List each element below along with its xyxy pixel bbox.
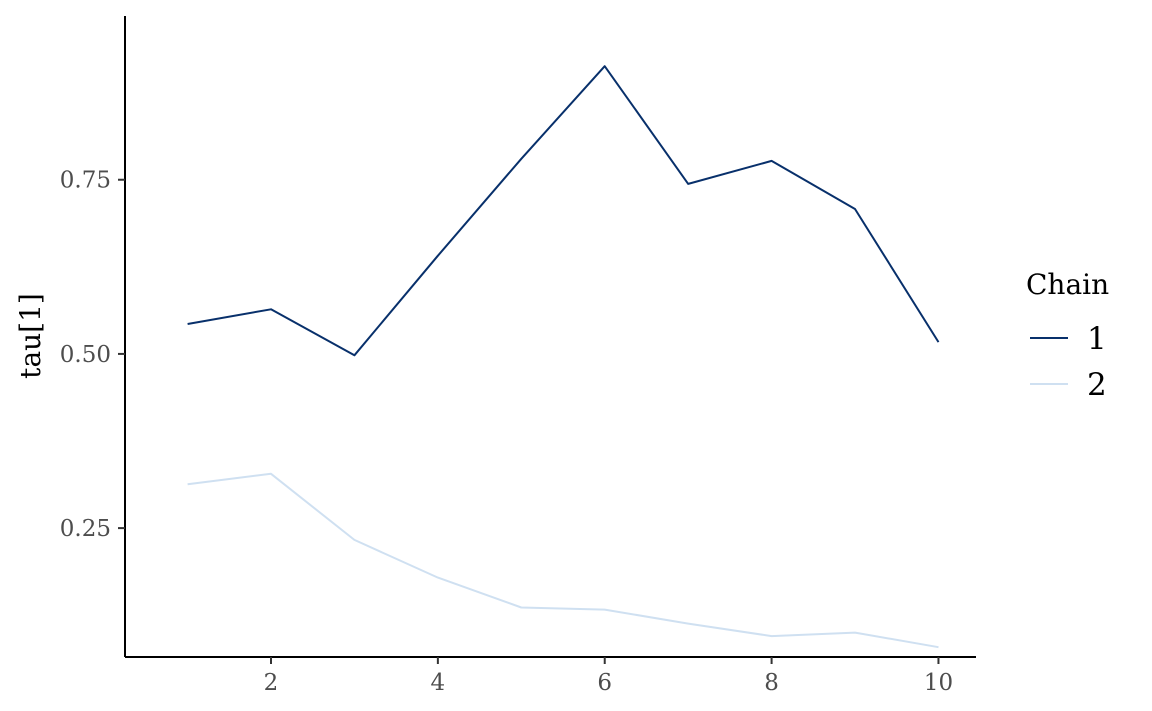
legend-item-chain-2: 2 (1030, 367, 1107, 403)
plot-panel: 2 4 6 8 10 0.25 0.50 0.75 (60, 16, 976, 696)
x-tick-label: 8 (764, 670, 779, 696)
x-tick-label: 6 (597, 670, 612, 696)
y-tick-label: 0.50 (60, 342, 111, 368)
legend-items: 12 (1030, 321, 1107, 403)
y-axis-ticks: 0.25 0.50 0.75 (60, 168, 125, 542)
series-layer (187, 65, 940, 649)
series-line-chain-1 (187, 65, 940, 357)
legend-label-chain-2: 2 (1087, 367, 1107, 403)
y-tick-label: 0.25 (60, 516, 111, 542)
legend-label-chain-1: 1 (1087, 321, 1107, 357)
legend-item-chain-1: 1 (1030, 321, 1107, 357)
x-tick-label: 4 (431, 670, 446, 696)
y-axis-title: tau[1] (14, 293, 47, 379)
x-tick-label: 10 (924, 670, 953, 696)
y-tick-label: 0.75 (60, 168, 111, 194)
x-tick-label: 2 (264, 670, 279, 696)
series-line-chain-2 (187, 472, 939, 649)
legend: Chain 12 (1026, 268, 1109, 403)
legend-title: Chain (1026, 268, 1109, 301)
x-axis-ticks: 2 4 6 8 10 (264, 657, 953, 696)
